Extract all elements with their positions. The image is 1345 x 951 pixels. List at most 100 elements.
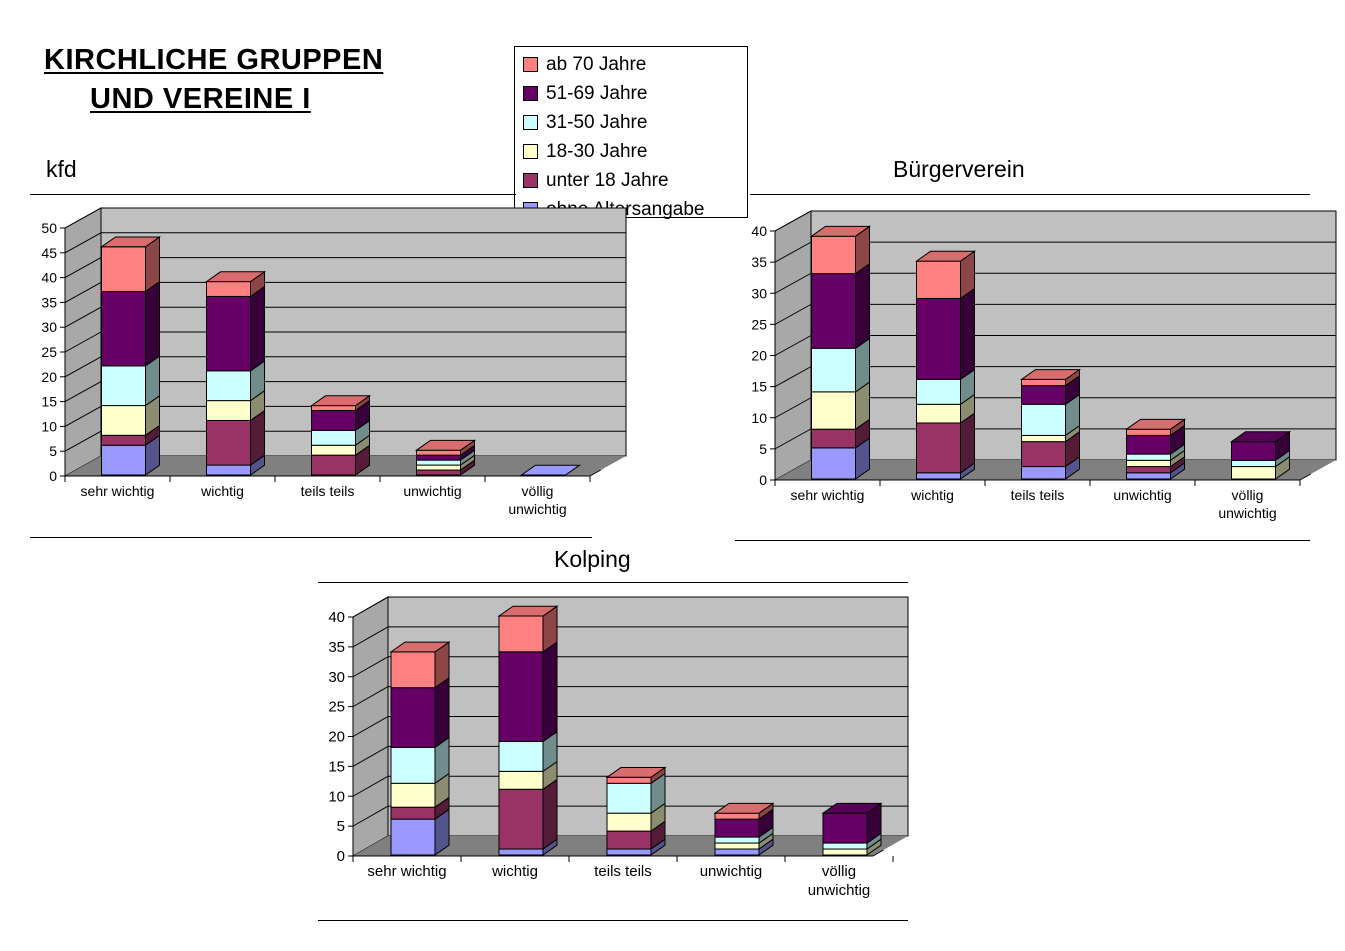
- bar-segment: [811, 447, 856, 480]
- bar-segment: [1126, 466, 1171, 474]
- bar-segment: [206, 419, 251, 466]
- y-tick-label: 30: [328, 669, 345, 686]
- y-tick-label: 20: [41, 369, 57, 385]
- gridline: [352, 745, 389, 767]
- bar-segment: [916, 260, 961, 299]
- y-tick-label: 35: [751, 254, 767, 270]
- legend-item: 18-30 Jahre: [523, 137, 747, 166]
- x-tick-label: völlig unwichtig: [1218, 487, 1276, 521]
- x-tick-label: wichtig: [910, 487, 954, 503]
- y-tick-label: 0: [49, 468, 57, 484]
- gridline: [352, 626, 389, 648]
- y-tick-label: 15: [751, 379, 767, 395]
- chart-title-kfd: kfd: [46, 156, 77, 182]
- gridline: [774, 210, 812, 232]
- bar-segment: [311, 454, 356, 476]
- chart-buergerverein-bottom-rule: [735, 540, 1310, 541]
- bar-top: [809, 225, 872, 237]
- bar-top: [821, 802, 883, 814]
- bar-segment: [714, 818, 760, 838]
- gridline: [64, 257, 102, 279]
- bar-segment: [714, 836, 760, 844]
- chart-kfd: 0 5 10 15 20 25 30 35 40 45 50 sehr wichtig wichtig t…: [41, 207, 627, 517]
- gridline: [774, 241, 812, 263]
- x-tick-label: völlig unwichtig: [808, 863, 871, 899]
- bar-segment: [1126, 459, 1171, 468]
- bar-segment: [206, 464, 251, 476]
- bar-segment: [606, 782, 652, 814]
- bar-segment: [498, 651, 544, 742]
- bar-segment: [606, 848, 652, 856]
- chart-title-kolping: Kolping: [554, 546, 631, 572]
- bar-segment-side: [542, 641, 558, 743]
- bar-top: [713, 802, 775, 814]
- legend-item: unter 18 Jahre: [523, 166, 747, 195]
- x-tick-label: völlig unwichtig: [508, 483, 566, 517]
- chart-buergerverein-top-rule: [750, 194, 1310, 195]
- x-tick-label: teils teils: [1011, 487, 1065, 503]
- y-tick-label: 30: [41, 319, 57, 335]
- bar-segment: [416, 459, 461, 466]
- bar-segment: [1021, 441, 1066, 468]
- gridline: [64, 232, 102, 254]
- y-tick-label: 45: [41, 245, 57, 261]
- y-tick-label: 10: [41, 418, 57, 434]
- bar-segment: [714, 848, 760, 856]
- bar-segment: [390, 651, 436, 689]
- bar-segment: [916, 378, 961, 405]
- gridline: [774, 335, 812, 356]
- y-tick-label: 25: [751, 316, 767, 332]
- bar-segment: [311, 405, 356, 412]
- bar-segment: [811, 428, 856, 449]
- bar-segment: [1126, 453, 1171, 461]
- bar-segment: [811, 273, 856, 349]
- gridline: [352, 805, 389, 827]
- y-tick-label: 40: [751, 223, 767, 239]
- chart-buergerverein: 0 5 10 15 20 25 30 35 40 sehr wichtig wichtig teils…: [751, 210, 1337, 521]
- bar-segment: [311, 429, 356, 446]
- chart-kfd-top-rule: [30, 194, 516, 195]
- gridline: [64, 405, 102, 427]
- y-tick-label: 5: [337, 818, 345, 835]
- x-tick-label: wichtig: [200, 483, 244, 499]
- legend-item: 31-50 Jahre: [523, 108, 747, 137]
- bar-segment: [101, 246, 146, 292]
- chart-kolping-bottom-rule: [318, 920, 908, 921]
- bar-segment: [916, 472, 961, 480]
- chart-title-buergerverein: Bürgerverein: [893, 156, 1025, 182]
- gridline: [352, 656, 389, 678]
- x-axis-end: [872, 849, 884, 857]
- y-tick-label: 20: [328, 729, 345, 746]
- y-tick-label: 20: [751, 348, 767, 364]
- chart-kolping-top-rule: [318, 582, 908, 583]
- y-tick-label: 15: [328, 758, 345, 775]
- bar-segment: [206, 370, 251, 402]
- y-tick-label: 5: [759, 441, 767, 457]
- x-tick-label: unwichtig: [1113, 487, 1171, 503]
- gridline: [352, 775, 389, 797]
- bar-top: [1229, 431, 1292, 443]
- bar-segment: [822, 848, 868, 856]
- bar-top: [497, 605, 559, 617]
- bar-segment: [101, 405, 146, 436]
- y-tick-label: 40: [328, 609, 345, 626]
- bar-segment: [498, 788, 544, 850]
- legend-swatch: [523, 86, 538, 101]
- bar-segment: [1126, 472, 1171, 480]
- bar-segment: [498, 848, 544, 856]
- y-tick-label: 0: [759, 472, 767, 488]
- bar-top: [1124, 418, 1187, 430]
- bar-top: [204, 271, 267, 283]
- bar-segment: [714, 812, 760, 820]
- gridline: [64, 281, 102, 303]
- bar-segment: [101, 444, 146, 476]
- bar-segment: [1126, 428, 1171, 436]
- y-tick-label: 10: [751, 410, 767, 426]
- bar-segment-side: [434, 676, 450, 749]
- bar-top: [519, 464, 582, 476]
- bar-segment: [390, 782, 436, 808]
- bar-segment: [606, 812, 652, 832]
- y-tick-label: 35: [41, 294, 57, 310]
- gridline: [352, 686, 389, 708]
- bar-top: [309, 395, 372, 407]
